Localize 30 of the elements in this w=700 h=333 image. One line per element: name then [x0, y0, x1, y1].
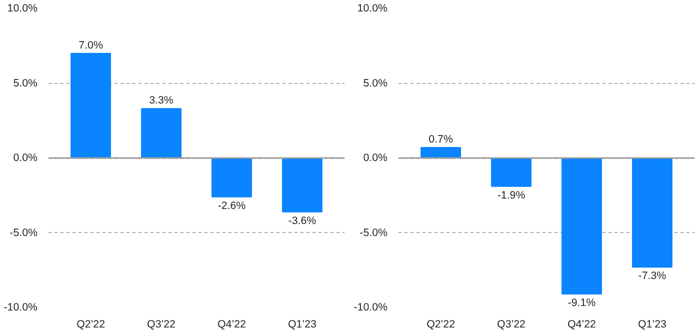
x-tick-label: Q2’22: [426, 318, 456, 330]
data-label: 3.3%: [149, 94, 174, 107]
y-tick-label: -5.0%: [360, 226, 388, 239]
data-label: -1.9%: [497, 189, 526, 202]
y-tick-label: -10.0%: [354, 302, 388, 314]
bar: [282, 158, 322, 212]
x-tick-label: Q1’23: [288, 318, 317, 330]
y-tick-label: 10.0%: [357, 2, 388, 14]
x-tick-label: Q2’22: [76, 318, 106, 330]
data-label: -9.1%: [568, 297, 596, 310]
data-label: -2.6%: [218, 200, 246, 212]
y-tick-label: -5.0%: [10, 226, 38, 239]
data-label: -7.3%: [638, 270, 667, 282]
y-tick-label: 0.0%: [13, 152, 38, 164]
x-tick-label: Q1’23: [638, 318, 667, 330]
x-tick-label: Q3’22: [497, 318, 526, 330]
y-tick-label: 0.0%: [363, 152, 388, 164]
bar: [70, 52, 112, 158]
data-label: 7.0%: [78, 39, 104, 52]
data-label: 0.7%: [428, 134, 454, 146]
y-tick-label: 5.0%: [13, 77, 38, 90]
x-tick-label: Q4’22: [218, 318, 246, 330]
x-tick-label: Q4’22: [568, 318, 596, 330]
y-tick-label: 5.0%: [363, 77, 388, 90]
bar: [212, 158, 252, 198]
x-tick-label: Q3’22: [147, 318, 176, 330]
data-label: -3.6%: [288, 214, 317, 227]
y-tick-label: 10.0%: [7, 2, 38, 14]
bar: [141, 108, 182, 158]
y-tick-label: -10.0%: [4, 302, 38, 314]
